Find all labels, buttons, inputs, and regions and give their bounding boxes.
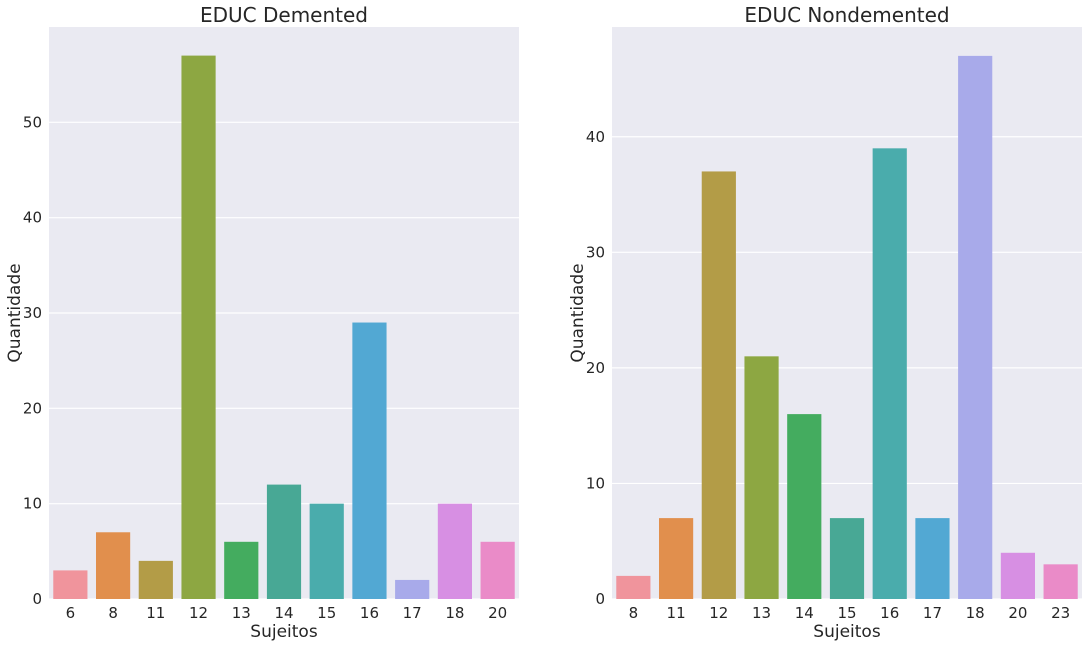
y-tick-label: 50 <box>23 113 42 131</box>
chart-title: EDUC Demented <box>200 3 368 27</box>
x-tick-label: 15 <box>837 604 856 622</box>
y-tick-label: 30 <box>23 304 42 322</box>
bar-23 <box>1043 564 1078 599</box>
x-tick-label: 12 <box>189 604 208 622</box>
x-axis-label: Sujeitos <box>250 622 318 642</box>
y-axis-label: Quantidade <box>5 263 25 362</box>
x-tick-label: 12 <box>709 604 728 622</box>
bar-16 <box>352 322 387 599</box>
bar-20 <box>1000 552 1035 599</box>
x-tick-label: 20 <box>488 604 507 622</box>
x-axis-label: Sujeitos <box>813 622 881 642</box>
y-tick-label: 40 <box>23 209 42 227</box>
y-tick-label: 30 <box>586 243 605 261</box>
y-tick-label: 20 <box>586 359 605 377</box>
x-tick-label: 8 <box>629 604 639 622</box>
bar-12 <box>701 171 736 599</box>
bar-15 <box>309 503 344 599</box>
x-tick-label: 11 <box>146 604 165 622</box>
bar-6 <box>53 570 88 599</box>
x-tick-label: 17 <box>923 604 942 622</box>
x-tick-label: 6 <box>66 604 76 622</box>
plot-background <box>612 27 1082 599</box>
x-tick-label: 13 <box>752 604 771 622</box>
y-axis-label: Quantidade <box>568 263 588 362</box>
chart-educ-nondemented: 0 10 20 30 40 8 11 12 13 14 15 16 17 18 20 23 EDUC Nonde… <box>568 3 1082 642</box>
x-tick-label: 15 <box>317 604 336 622</box>
x-tick-label: 14 <box>274 604 293 622</box>
x-tick-label: 18 <box>445 604 464 622</box>
y-tick-label: 10 <box>23 495 42 513</box>
bar-17 <box>915 518 950 599</box>
bar-18 <box>958 55 993 599</box>
x-tick-label: 16 <box>360 604 379 622</box>
bar-13 <box>744 356 779 599</box>
y-tick-label: 0 <box>32 590 42 608</box>
y-tick-label: 0 <box>595 590 605 608</box>
x-tick-label: 13 <box>232 604 251 622</box>
x-tick-label: 8 <box>108 604 118 622</box>
chart-educ-demented: 0 10 20 30 40 50 6 8 11 12 13 14 15 16 17 18 20 EDUC Deme… <box>5 3 519 642</box>
bar-13 <box>224 541 259 599</box>
bar-18 <box>437 503 472 599</box>
y-tick-label: 40 <box>586 128 605 146</box>
bar-8 <box>96 532 131 599</box>
x-tick-label: 18 <box>966 604 985 622</box>
bar-20 <box>480 541 515 599</box>
bar-8 <box>616 575 651 599</box>
bar-17 <box>395 579 430 599</box>
bar-14 <box>266 484 302 599</box>
x-tick-label: 14 <box>795 604 814 622</box>
bar-15 <box>829 518 865 599</box>
bar-12 <box>181 55 216 600</box>
chart-title: EDUC Nondemented <box>744 3 949 27</box>
y-tick-label: 10 <box>586 474 605 492</box>
y-tick-label: 20 <box>23 399 42 417</box>
bar-11 <box>659 518 694 599</box>
x-tick-label: 11 <box>667 604 686 622</box>
x-tick-label: 16 <box>880 604 899 622</box>
bar-16 <box>872 148 907 600</box>
x-tick-label: 23 <box>1051 604 1070 622</box>
x-tick-label: 20 <box>1008 604 1027 622</box>
bar-11 <box>138 560 173 599</box>
bar-14 <box>787 414 822 599</box>
x-tick-label: 17 <box>403 604 422 622</box>
